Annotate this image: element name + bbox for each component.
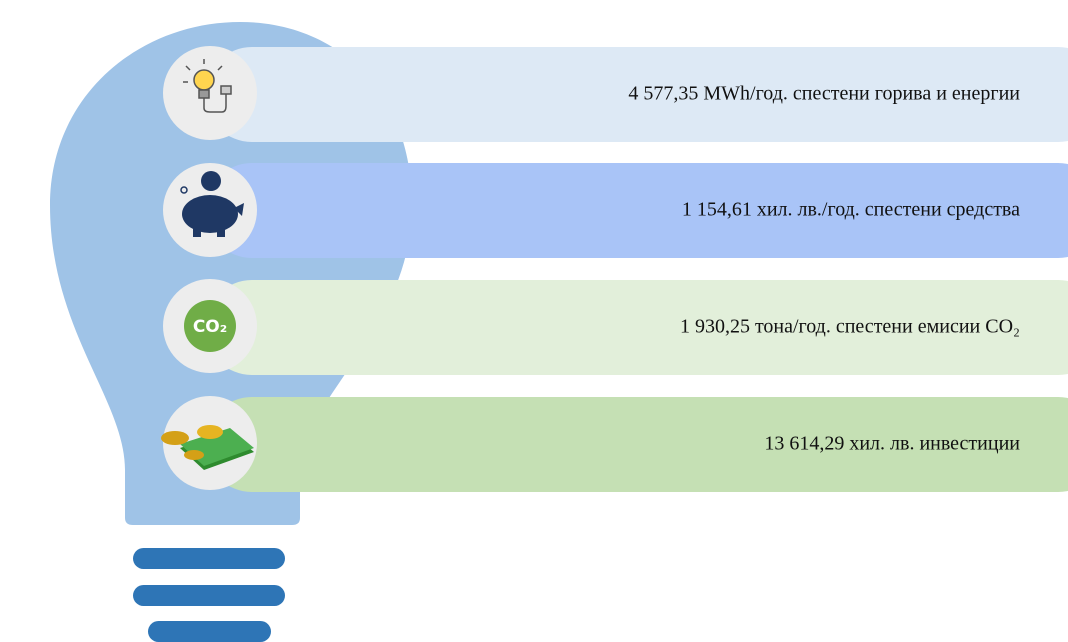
item-text: 1 154,61 хил. лв./год. спестени средства: [682, 199, 1020, 221]
infographic: CO₂ 4 577,35 MWh/год. спестени горива и …: [0, 0, 1068, 642]
item-text: 4 577,35 MWh/год. спестени горива и енер…: [628, 83, 1020, 105]
icon-circle: [163, 46, 257, 140]
co2-icon-label: CO₂: [193, 317, 227, 337]
bulb-base-2: [133, 585, 285, 606]
bulb-base-3: [148, 621, 271, 642]
item-text: 13 614,29 хил. лв. инвестиции: [764, 433, 1020, 455]
bulb-base-1: [133, 548, 285, 569]
item-text: 1 930,25 тона/год. спестени емисии CO₂: [680, 316, 1020, 338]
page: CO₂ 4 577,35 MWh/год. спестени горива и …: [0, 0, 1068, 642]
